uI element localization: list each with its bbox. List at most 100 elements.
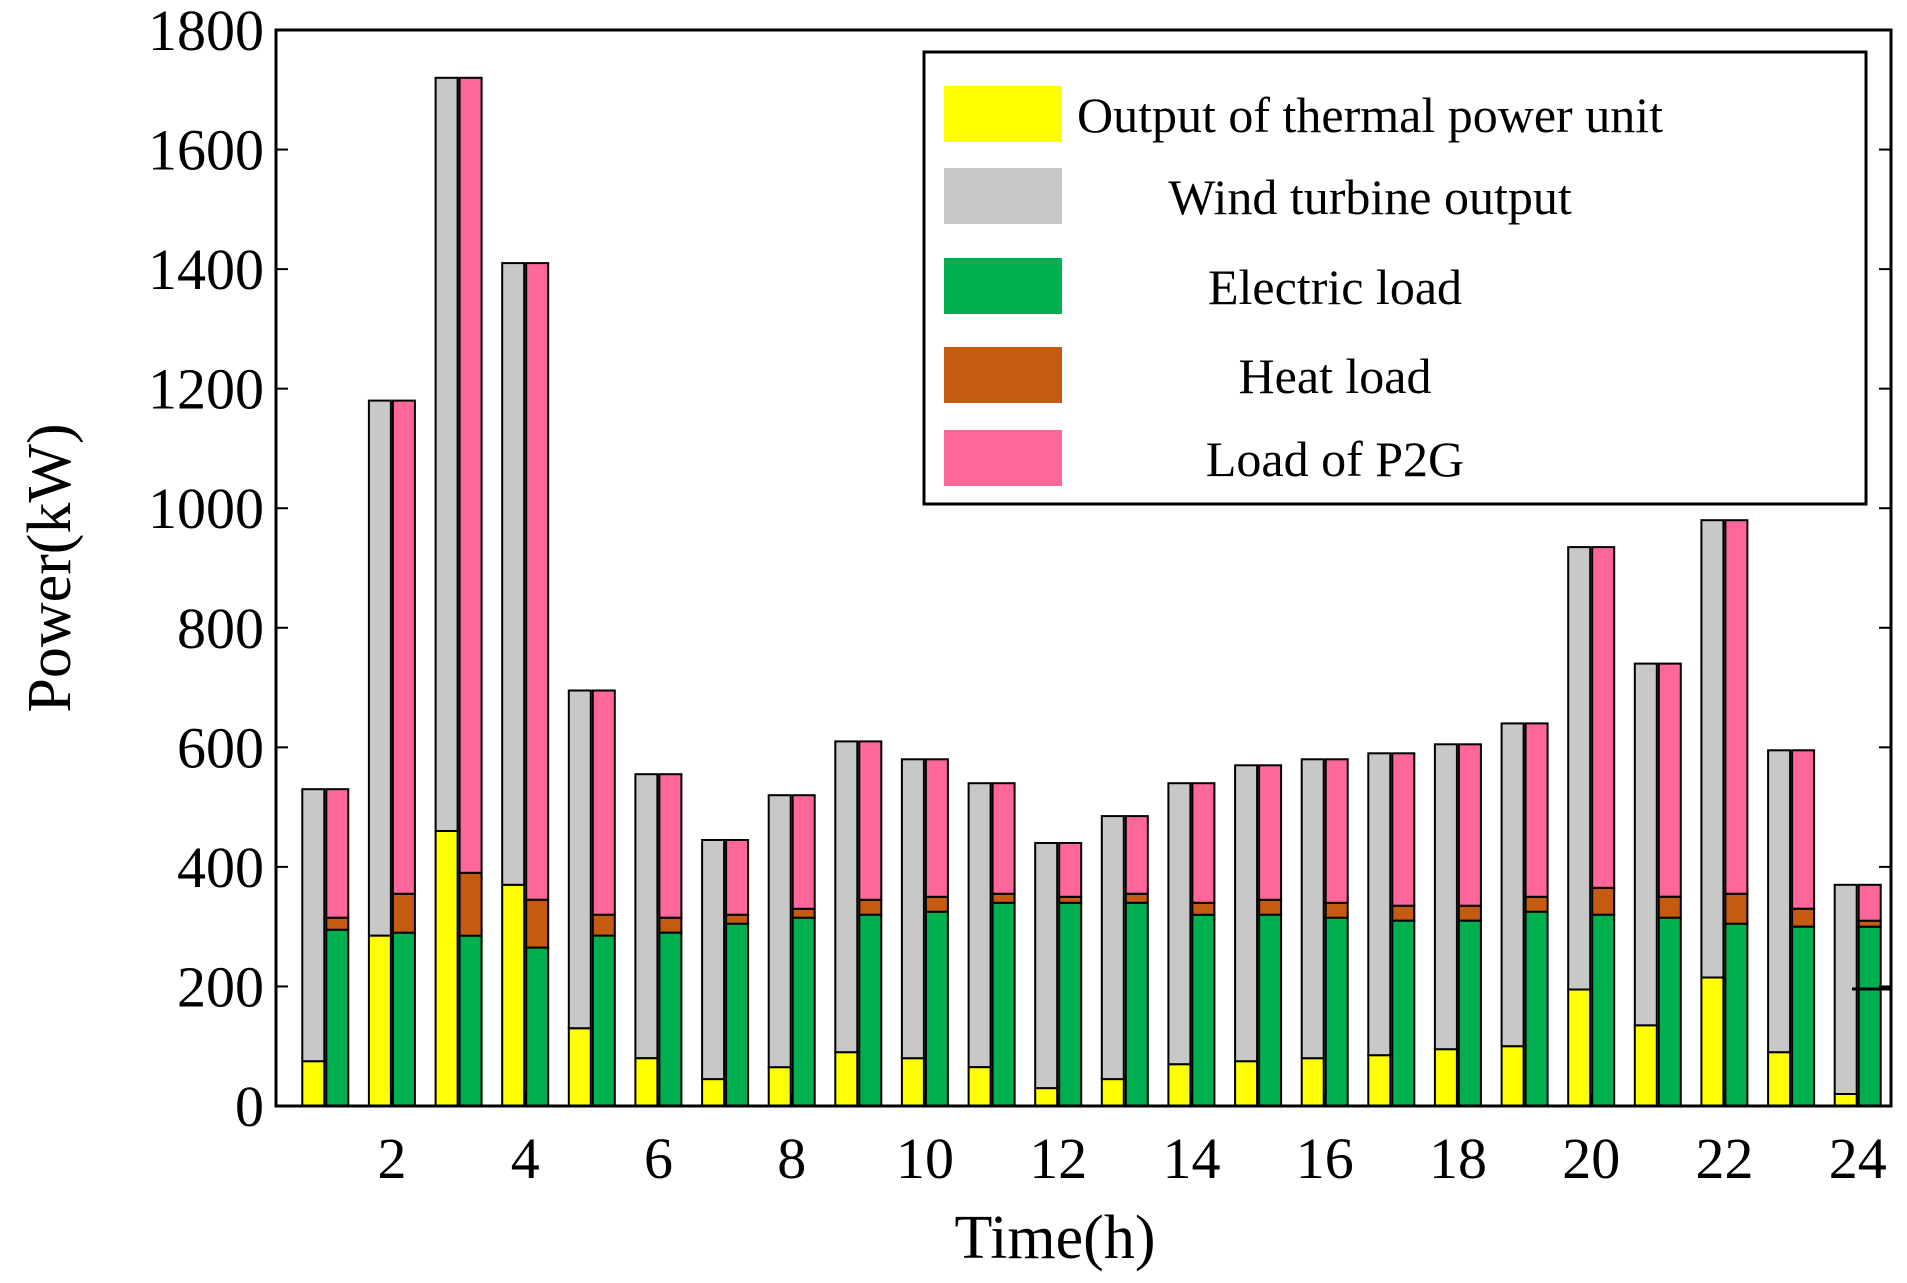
bar-wind-turbine-output-h16 [1300,758,1325,1060]
x-tick-label-14: 14 [1162,1126,1220,1191]
bar-output-of-thermal-power-unit-h3 [434,830,459,1107]
bar-electric-load-h17 [1391,919,1416,1108]
bar-wind-turbine-output-h18 [1433,743,1458,1051]
bar-electric-load-h8 [791,916,816,1108]
bar-load-of-p2g-h5 [591,689,616,916]
bar-output-of-thermal-power-unit-h13 [1100,1078,1125,1107]
bar-electric-load-h11 [991,901,1016,1107]
bar-heat-load-h6 [658,916,683,934]
y-tick-label-1000: 1000 [148,476,264,541]
bar-output-of-thermal-power-unit-h18 [1433,1048,1458,1107]
bar-heat-load-h7 [725,913,750,925]
bar-wind-turbine-output-h11 [967,782,992,1069]
bar-heat-load-h21 [1657,895,1682,919]
x-tick-label-12: 12 [1029,1126,1087,1191]
bar-output-of-thermal-power-unit-h17 [1367,1054,1392,1107]
bar-wind-turbine-output-h19 [1500,722,1525,1048]
legend-swatch-load-of-p2g [944,430,1062,486]
legend-swatch-wind-turbine-output [944,168,1062,224]
x-tick-label-2: 2 [377,1126,406,1191]
bar-output-of-thermal-power-unit-h21 [1633,1024,1658,1108]
bar-load-of-p2g-h16 [1324,758,1349,904]
bar-output-of-thermal-power-unit-h1 [301,1060,326,1107]
bar-output-of-thermal-power-unit-h5 [567,1027,592,1108]
bar-heat-load-h9 [858,898,883,916]
bar-heat-load-h3 [458,871,483,937]
bar-electric-load-h9 [858,913,883,1108]
bar-output-of-thermal-power-unit-h4 [501,883,526,1107]
bar-load-of-p2g-h22 [1724,519,1749,895]
bar-electric-load-h14 [1191,913,1216,1108]
bar-wind-turbine-output-h1 [301,788,326,1063]
bar-electric-load-h7 [725,922,750,1108]
bar-heat-load-h14 [1191,901,1216,916]
bar-heat-load-h16 [1324,901,1349,919]
bar-electric-load-h23 [1791,925,1816,1108]
bar-wind-turbine-output-h21 [1633,662,1658,1027]
plot-area-frame [274,28,1893,1108]
bar-electric-load-h20 [1591,913,1616,1108]
legend: Output of thermal power unit Wind turbine… [922,50,1868,506]
bar-heat-load-h2 [391,892,416,934]
bar-load-of-p2g-h11 [991,782,1016,895]
bar-output-of-thermal-power-unit-h9 [834,1051,859,1107]
bar-heat-load-h1 [325,916,350,931]
bar-heat-load-h5 [591,913,616,937]
legend-label-heat-load: Heat load [1239,348,1432,404]
y-tick-label-600: 600 [177,715,264,780]
bar-wind-turbine-output-h5 [567,689,592,1030]
x-axis-tick-labels: 2 4 6 8 10 12 14 16 18 20 22 24 [377,1126,1886,1191]
bar-output-of-thermal-power-unit-h11 [967,1066,992,1107]
bar-load-of-p2g-h7 [725,839,750,916]
bar-wind-turbine-output-h3 [434,76,459,833]
bar-wind-turbine-output-h23 [1767,749,1792,1054]
bar-load-of-p2g-h21 [1657,662,1682,898]
bar-heat-load-h8 [791,907,816,919]
bar-load-of-p2g-h18 [1457,743,1482,907]
bar-output-of-thermal-power-unit-h24 [1833,1093,1858,1107]
bar-output-of-thermal-power-unit-h12 [1034,1087,1059,1107]
bar-wind-turbine-output-h6 [634,773,659,1060]
bar-electric-load-h5 [591,934,616,1107]
bar-load-of-p2g-h4 [525,262,550,901]
bar-load-of-p2g-h2 [391,399,416,895]
y-tick-label-1400: 1400 [148,237,264,302]
bar-load-of-p2g-h10 [924,758,949,898]
bar-wind-turbine-output-h22 [1700,519,1725,979]
bar-electric-load-h6 [658,931,683,1107]
bar-load-of-p2g-h6 [658,773,683,919]
bar-output-of-thermal-power-unit-h6 [634,1057,659,1107]
legend-swatch-electric-load [944,258,1062,314]
x-tick-label-8: 8 [777,1126,806,1191]
bar-load-of-p2g-h20 [1591,546,1616,889]
bar-wind-turbine-output-h10 [900,758,925,1060]
bar-wind-turbine-output-h2 [367,399,392,937]
bar-heat-load-h4 [525,898,550,949]
bar-electric-load-h16 [1324,916,1349,1108]
bar-output-of-thermal-power-unit-h2 [367,934,392,1107]
bars-layer [301,76,1882,1108]
x-tick-label-24: 24 [1829,1126,1887,1191]
legend-box [922,50,1868,506]
bar-load-of-p2g-h14 [1191,782,1216,904]
bar-wind-turbine-output-h8 [767,794,792,1069]
bar-heat-load-h10 [924,895,949,913]
y-axis-tick-labels: 0 200 400 600 800 1000 1200 1400 1600 1800 [148,0,264,1139]
bar-load-of-p2g-h3 [458,76,483,874]
y-tick-label-400: 400 [177,835,264,900]
bar-wind-turbine-output-h17 [1367,752,1392,1057]
bar-wind-turbine-output-h9 [834,740,859,1054]
axis-ticks [276,29,1891,1107]
bar-heat-load-h13 [1124,892,1149,904]
bar-load-of-p2g-h12 [1058,842,1083,898]
x-tick-label-10: 10 [896,1126,954,1191]
bar-electric-load-h1 [325,928,350,1108]
bar-output-of-thermal-power-unit-h20 [1567,988,1592,1108]
x-axis-title: Time(h) [955,1204,1156,1272]
x-tick-label-6: 6 [644,1126,673,1191]
x-tick-label-20: 20 [1562,1126,1620,1191]
bar-heat-load-h19 [1524,895,1549,913]
x-tick-label-22: 22 [1695,1126,1753,1191]
bar-wind-turbine-output-h14 [1167,782,1192,1066]
